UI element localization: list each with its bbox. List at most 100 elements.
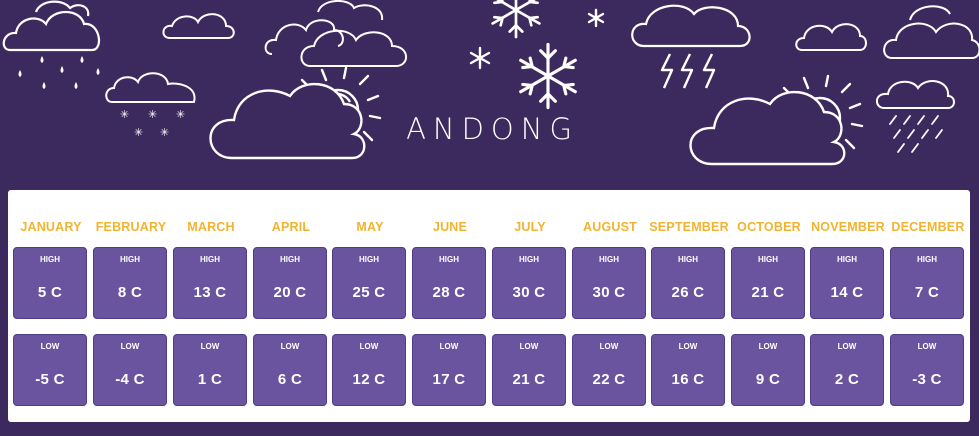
low-temp-box: LOW 9 C xyxy=(731,334,805,406)
lightning-icon xyxy=(660,53,716,89)
weather-illustration-banner: ✳ ✳ ✳ ✳ ✳ xyxy=(2,0,979,166)
svg-text:✳: ✳ xyxy=(176,108,185,121)
low-label: LOW xyxy=(917,342,937,351)
low-temp-box: LOW 16 C xyxy=(651,334,725,406)
drizzle-icon xyxy=(889,115,943,153)
low-temp-value: -4 C xyxy=(115,371,145,388)
snow-icon: ✳ ✳ ✳ ✳ ✳ xyxy=(120,108,185,139)
low-label: LOW xyxy=(439,342,459,351)
month-label: MAY xyxy=(356,220,384,234)
low-label: LOW xyxy=(359,342,379,351)
high-temp-box: HIGH 5 C xyxy=(13,247,87,319)
rain-icon xyxy=(18,56,100,89)
high-temp-value: 5 C xyxy=(37,284,63,301)
high-temp-box: HIGH 26 C xyxy=(651,247,725,319)
high-temp-box: HIGH 20 C xyxy=(253,247,327,319)
high-temp-value: 30 C xyxy=(512,284,546,301)
sun-cloud-icon xyxy=(209,66,382,160)
high-temp-box: HIGH 13 C xyxy=(173,247,247,319)
high-temp-value: 21 C xyxy=(751,284,785,301)
high-temp-value: 7 C xyxy=(914,284,940,301)
month-label: FEBRUARY xyxy=(95,220,167,234)
high-temp-value: 13 C xyxy=(193,284,227,301)
high-label: HIGH xyxy=(359,255,379,264)
month-label: APRIL xyxy=(271,220,311,234)
low-temp-box: LOW 2 C xyxy=(810,334,884,406)
snow-star-icon xyxy=(469,8,605,70)
month-label: AUGUST xyxy=(583,220,637,234)
climate-table-card: JANUARY HIGH 5 C LOW -5 C FEBRUARY HIGH 8 C LOW -… xyxy=(8,190,970,422)
low-label: LOW xyxy=(40,342,60,351)
high-label: HIGH xyxy=(519,255,539,264)
low-temp-value: 2 C xyxy=(834,371,860,388)
high-label: HIGH xyxy=(599,255,619,264)
low-temp-box: LOW 6 C xyxy=(253,334,327,406)
low-temp-value: 6 C xyxy=(277,371,303,388)
low-label: LOW xyxy=(200,342,220,351)
high-temp-value: 20 C xyxy=(273,284,307,301)
month-label: JULY xyxy=(514,220,546,234)
rain-cloud-icon xyxy=(2,0,101,52)
low-temp-box: LOW -4 C xyxy=(93,334,167,406)
low-label: LOW xyxy=(599,342,619,351)
cloud-icon-right xyxy=(795,5,979,109)
month-label: SEPTEMBER xyxy=(649,220,729,234)
svg-text:✳: ✳ xyxy=(160,126,169,139)
low-temp-value: 9 C xyxy=(755,371,781,388)
high-label: HIGH xyxy=(917,255,937,264)
low-temp-box: LOW 1 C xyxy=(173,334,247,406)
high-temp-box: HIGH 7 C xyxy=(890,247,964,319)
low-temp-value: 12 C xyxy=(352,371,386,388)
low-temp-box: LOW -5 C xyxy=(13,334,87,406)
high-temp-value: 8 C xyxy=(117,284,143,301)
low-temp-value: 21 C xyxy=(512,371,546,388)
low-label: LOW xyxy=(758,342,778,351)
snowflake-icon xyxy=(491,0,577,110)
high-label: HIGH xyxy=(439,255,459,264)
low-temp-value: 16 C xyxy=(671,371,705,388)
cloud-icon xyxy=(162,0,407,67)
sun-cloud-icon-right xyxy=(689,74,864,166)
lightning-cloud-icon xyxy=(631,4,751,48)
svg-text:✳: ✳ xyxy=(134,126,143,139)
low-temp-value: 1 C xyxy=(197,371,223,388)
month-label: JUNE xyxy=(432,220,468,234)
low-label: LOW xyxy=(678,342,698,351)
high-label: HIGH xyxy=(758,255,778,264)
high-label: HIGH xyxy=(120,255,140,264)
low-temp-value: 22 C xyxy=(592,371,626,388)
low-temp-box: LOW 12 C xyxy=(332,334,406,406)
high-temp-box: HIGH 28 C xyxy=(412,247,486,319)
low-label: LOW xyxy=(120,342,140,351)
high-temp-box: HIGH 21 C xyxy=(731,247,805,319)
high-temp-box: HIGH 30 C xyxy=(572,247,646,319)
month-label: MARCH xyxy=(187,220,235,234)
low-temp-box: LOW -3 C xyxy=(890,334,964,406)
high-label: HIGH xyxy=(200,255,220,264)
low-temp-value: 17 C xyxy=(432,371,466,388)
high-label: HIGH xyxy=(837,255,857,264)
high-temp-value: 14 C xyxy=(830,284,864,301)
high-temp-value: 28 C xyxy=(432,284,466,301)
low-temp-box: LOW 17 C xyxy=(412,334,486,406)
city-title: ANDONG xyxy=(406,112,579,146)
month-label: NOVEMBER xyxy=(811,220,885,234)
high-temp-box: HIGH 30 C xyxy=(492,247,566,319)
high-label: HIGH xyxy=(678,255,698,264)
low-label: LOW xyxy=(837,342,857,351)
snow-cloud-icon xyxy=(105,72,196,103)
month-label: JANUARY xyxy=(20,220,82,234)
month-label: DECEMBER xyxy=(891,220,965,234)
high-temp-box: HIGH 8 C xyxy=(93,247,167,319)
high-label: HIGH xyxy=(40,255,60,264)
month-label: OCTOBER xyxy=(737,220,801,234)
high-temp-value: 26 C xyxy=(671,284,705,301)
high-temp-box: HIGH 25 C xyxy=(332,247,406,319)
high-temp-box: HIGH 14 C xyxy=(810,247,884,319)
low-temp-box: LOW 22 C xyxy=(572,334,646,406)
low-temp-value: -3 C xyxy=(912,371,942,388)
low-label: LOW xyxy=(280,342,300,351)
low-temp-box: LOW 21 C xyxy=(492,334,566,406)
low-temp-value: -5 C xyxy=(35,371,65,388)
high-temp-value: 30 C xyxy=(592,284,626,301)
